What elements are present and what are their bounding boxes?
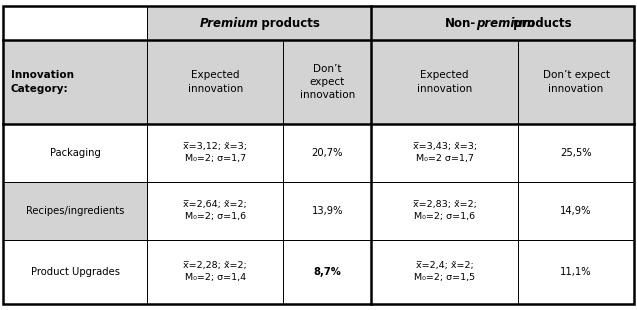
Bar <box>147 6 371 40</box>
Bar <box>283 40 371 124</box>
Text: Don’t
expect
innovation: Don’t expect innovation <box>299 64 355 100</box>
Bar <box>147 40 283 124</box>
Bar <box>519 124 634 182</box>
Bar <box>371 40 519 124</box>
Bar <box>283 240 371 304</box>
Text: x̅=2,64; x̃=2;
M₀=2; σ=1,6: x̅=2,64; x̃=2; M₀=2; σ=1,6 <box>183 200 247 221</box>
Text: 8,7%: 8,7% <box>313 267 341 277</box>
Bar <box>371 6 634 40</box>
Text: Recipes/ingredients: Recipes/ingredients <box>26 206 124 216</box>
Text: x̅=2,28; x̃=2;
M₀=2; σ=1,4: x̅=2,28; x̃=2; M₀=2; σ=1,4 <box>183 261 247 282</box>
Bar <box>3 6 147 40</box>
Bar <box>519 182 634 240</box>
Text: Product Upgrades: Product Upgrades <box>31 267 120 277</box>
Text: Innovation
Category:: Innovation Category: <box>11 70 74 95</box>
Bar <box>147 182 283 240</box>
Text: Expected
innovation: Expected innovation <box>187 70 243 94</box>
Bar <box>3 182 147 240</box>
Bar <box>371 124 519 182</box>
Text: Non-: Non- <box>445 17 476 30</box>
Text: Packaging: Packaging <box>50 148 101 158</box>
Bar <box>283 182 371 240</box>
Text: x̅=2,83; x̃=2;
M₀=2; σ=1,6: x̅=2,83; x̃=2; M₀=2; σ=1,6 <box>413 200 476 221</box>
Bar <box>3 240 147 304</box>
Bar <box>3 124 147 182</box>
Bar <box>3 40 147 124</box>
Text: Don’t expect
innovation: Don’t expect innovation <box>543 70 610 94</box>
Bar <box>371 240 519 304</box>
Text: x̅=3,12; x̃=3;
M₀=2; σ=1,7: x̅=3,12; x̃=3; M₀=2; σ=1,7 <box>183 142 247 163</box>
Text: Expected
innovation: Expected innovation <box>417 70 472 94</box>
Bar <box>147 124 283 182</box>
Text: premium: premium <box>476 17 534 30</box>
Bar <box>519 40 634 124</box>
Bar <box>371 182 519 240</box>
Text: 20,7%: 20,7% <box>311 148 343 158</box>
Text: 13,9%: 13,9% <box>311 206 343 216</box>
Text: 14,9%: 14,9% <box>561 206 592 216</box>
Text: x̅=2,4; x̃=2;
M₀=2; σ=1,5: x̅=2,4; x̃=2; M₀=2; σ=1,5 <box>414 261 475 282</box>
Text: 25,5%: 25,5% <box>560 148 592 158</box>
Bar <box>283 124 371 182</box>
Text: 11,1%: 11,1% <box>560 267 592 277</box>
Text: Premium: Premium <box>200 17 259 30</box>
Bar <box>519 240 634 304</box>
Text: products: products <box>509 17 571 30</box>
Text: products: products <box>259 17 320 30</box>
Text: x̅=3,43; x̃=3;
M₀=2 σ=1,7: x̅=3,43; x̃=3; M₀=2 σ=1,7 <box>413 142 476 163</box>
Bar <box>147 240 283 304</box>
